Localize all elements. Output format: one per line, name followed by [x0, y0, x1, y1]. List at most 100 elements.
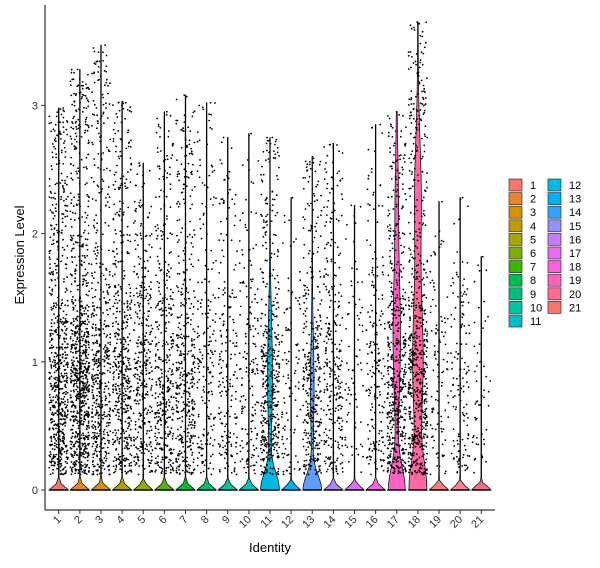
- legend-swatch: [508, 178, 523, 192]
- violin-14: [322, 143, 345, 491]
- legend-label: 3: [530, 207, 536, 219]
- legend-item-5: 5: [508, 233, 536, 246]
- legend-label: 4: [530, 221, 536, 233]
- x-tick-label-9: 9: [220, 514, 233, 527]
- legend-swatch: [547, 219, 562, 233]
- legend-swatch: [547, 178, 562, 192]
- legend-swatch: [547, 192, 562, 205]
- violin-shape-9: [217, 137, 239, 491]
- violin-shape-11: [260, 137, 280, 491]
- violin-19: [428, 200, 450, 491]
- violin-shape-14: [322, 143, 345, 491]
- y-tick-label: 1: [32, 357, 38, 369]
- legend-swatch: [547, 301, 562, 314]
- x-tick-label-1: 1: [51, 514, 64, 527]
- violin-10: [238, 132, 260, 491]
- y-tick-label: 0: [32, 485, 38, 497]
- legend-swatch: [547, 246, 562, 260]
- legend-label: 19: [569, 275, 581, 287]
- legend-label: 20: [569, 289, 581, 301]
- y-tick-label: 3: [32, 100, 38, 112]
- legend-item-11: 11: [508, 314, 541, 328]
- legend-label: 10: [530, 302, 542, 314]
- points-8: [196, 101, 217, 476]
- points-10: [238, 132, 260, 475]
- x-tick-label-16: 16: [364, 514, 381, 531]
- legend-item-19: 19: [547, 273, 581, 287]
- legend-label: 2: [530, 194, 536, 206]
- legend-item-2: 2: [508, 192, 536, 206]
- violin-2: [69, 68, 91, 491]
- x-tick-label-7: 7: [178, 514, 191, 527]
- legend-item-14: 14: [547, 205, 581, 219]
- violin-shape-10: [238, 133, 260, 491]
- violin-shape-16: [364, 124, 387, 491]
- violin-shape-1: [48, 107, 70, 491]
- violin-shape-4: [111, 101, 133, 491]
- legend-swatch: [508, 273, 523, 287]
- legend-swatch: [547, 287, 562, 301]
- points-1: [48, 107, 69, 476]
- legend-label: 13: [569, 194, 581, 206]
- legend-swatch: [547, 205, 562, 219]
- x-axis-title: Identity: [249, 540, 291, 555]
- points-19: [429, 200, 450, 476]
- x-tick-label-3: 3: [93, 514, 106, 527]
- violin-18: [407, 21, 429, 491]
- points-15: [344, 204, 364, 473]
- legend-item-9: 9: [508, 287, 536, 301]
- violin-16: [364, 123, 387, 491]
- violin-7: [174, 94, 197, 491]
- legend-item-21: 21: [547, 301, 581, 314]
- violin-shape-19: [428, 201, 450, 491]
- legend-swatch: [508, 233, 523, 246]
- legend-item-4: 4: [508, 219, 536, 233]
- legend-item-18: 18: [547, 260, 581, 274]
- x-tick-label-19: 19: [427, 514, 444, 531]
- x-tick-label-12: 12: [279, 514, 296, 531]
- points-17: [386, 110, 408, 475]
- violin-17: [386, 110, 408, 491]
- legend-swatch: [547, 273, 562, 287]
- points-4: [111, 100, 133, 475]
- violin-8: [195, 101, 218, 491]
- violin-9: [217, 136, 239, 491]
- x-axis: 1 2 3 4 5 6 7 8 9 10 11 12 13 14 15 16 17 18 19 20 21: [45, 509, 495, 531]
- legend-swatch: [547, 233, 562, 246]
- x-tick-label-4: 4: [114, 514, 127, 527]
- violin-shape-15: [343, 205, 366, 491]
- violin-shape-3: [90, 44, 112, 491]
- legend-label: 17: [569, 248, 581, 260]
- violin-5: [132, 162, 154, 491]
- violin-13: [301, 155, 323, 491]
- points-20: [450, 196, 471, 474]
- points-5: [132, 162, 154, 476]
- x-tick-label-10: 10: [237, 514, 254, 531]
- legend-item-16: 16: [547, 233, 581, 246]
- legend-label: 7: [530, 262, 536, 274]
- violin-21: [470, 255, 492, 491]
- legend-swatch: [508, 192, 523, 205]
- x-tick-label-6: 6: [157, 514, 170, 527]
- points-21: [471, 255, 492, 474]
- violin-20: [449, 196, 471, 491]
- x-tick-label-15: 15: [342, 514, 359, 531]
- legend-label: 21: [569, 302, 581, 314]
- legend-item-3: 3: [508, 205, 536, 219]
- points-18: [407, 21, 429, 476]
- legend-label: 11: [530, 316, 541, 328]
- y-axis: 0 1 2 3: [32, 5, 46, 510]
- legend-label: 14: [569, 207, 581, 219]
- legend-label: 12: [569, 180, 581, 192]
- violin-1: [48, 107, 70, 491]
- legend-label: 18: [569, 262, 581, 274]
- legend-label: 1: [530, 180, 536, 192]
- legend-item-8: 8: [508, 273, 536, 287]
- x-tick-label-14: 14: [321, 514, 338, 531]
- legend-item-7: 7: [508, 260, 536, 274]
- legend-item-10: 10: [508, 301, 542, 314]
- points-11: [259, 136, 281, 476]
- legend-item-17: 17: [547, 246, 581, 260]
